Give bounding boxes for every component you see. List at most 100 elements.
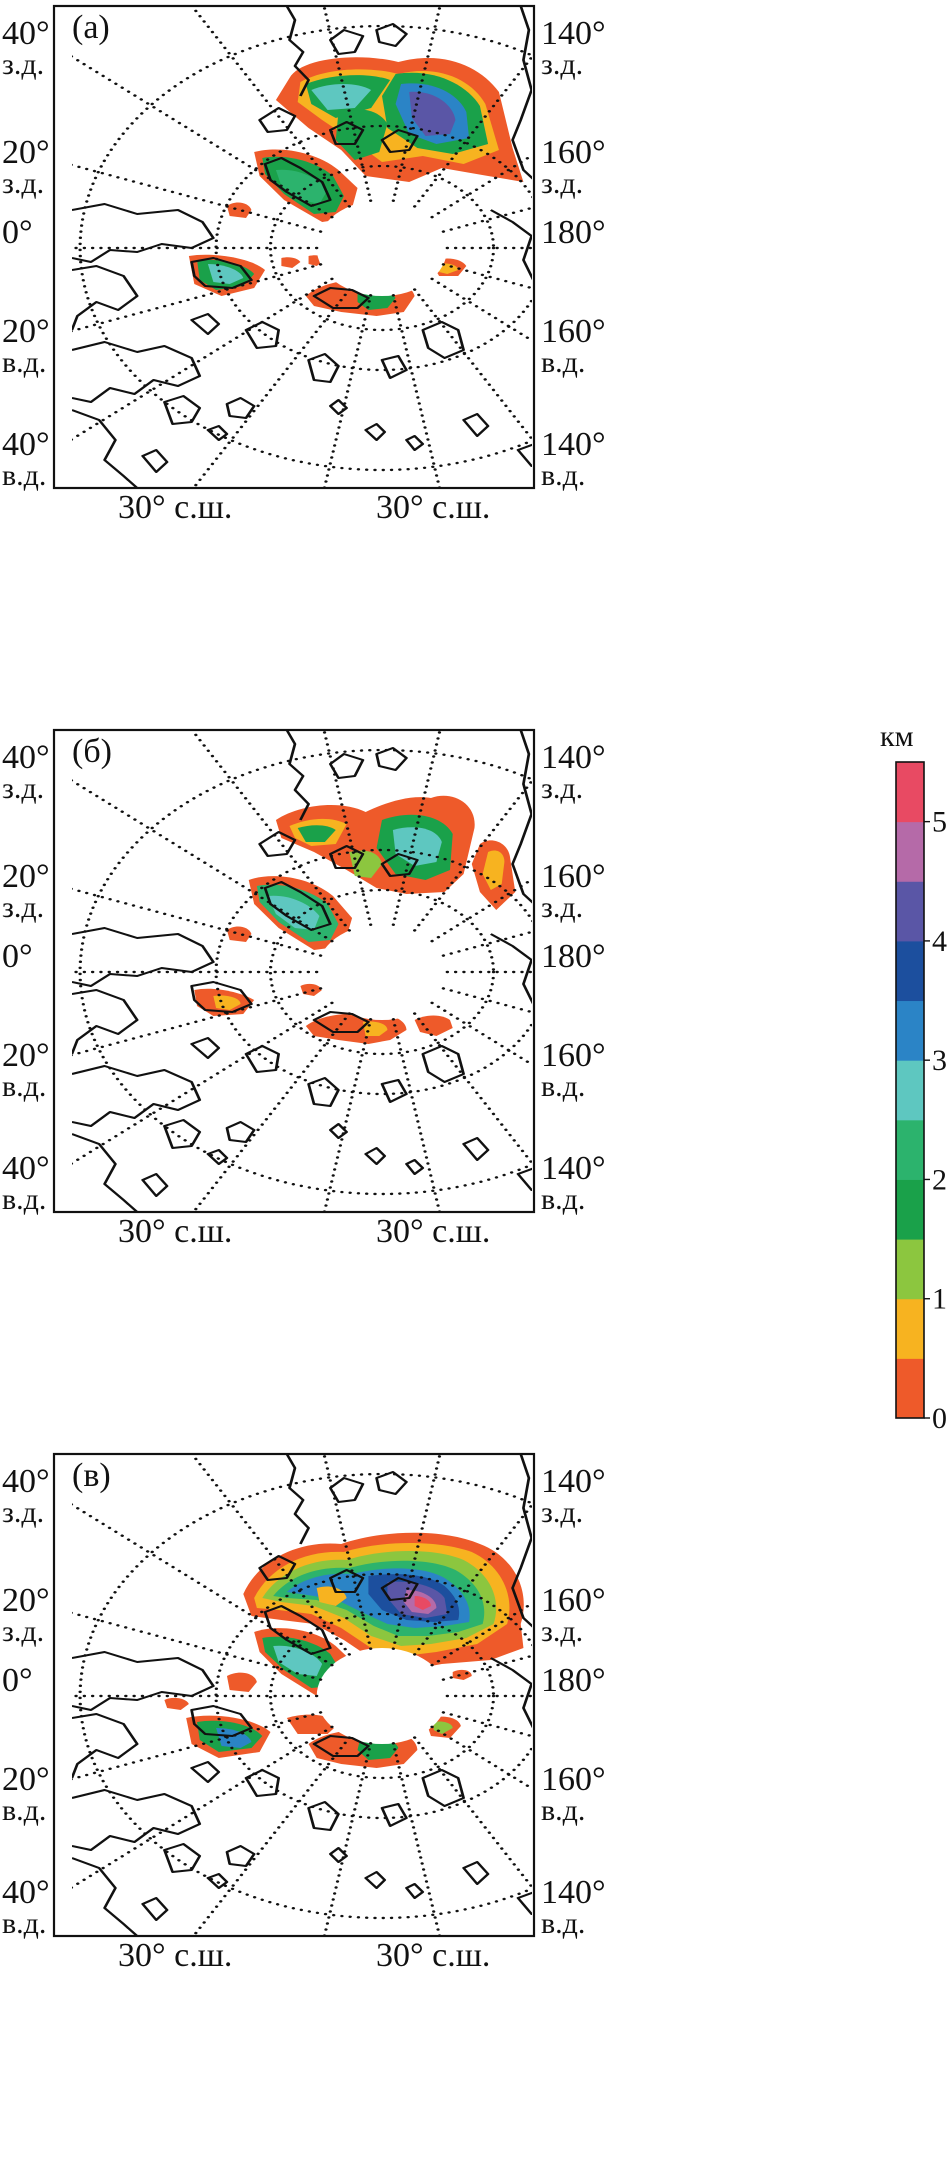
colorbar-tick-label: 1 (932, 1283, 947, 1316)
colorbar-segment (896, 1239, 924, 1300)
colorbar-segment (896, 1298, 924, 1359)
lon-label-right: 180° (541, 1662, 606, 1699)
lat-label-left: 20° (2, 1582, 50, 1619)
lat-dir-left: з.д. (2, 891, 44, 924)
lon-label-right: 140° (541, 1463, 606, 1500)
lat-label-left: 40° (2, 1150, 50, 1187)
lon-dir-right: з.д. (541, 48, 583, 81)
lat-label-bottom: 30° с.ш. (376, 1213, 490, 1250)
lat-label-left: 40° (2, 15, 50, 52)
lon-dir-right: в.д. (541, 1070, 585, 1103)
colorbar-segment (896, 940, 924, 1002)
lat-dir-left: в.д. (2, 1794, 46, 1827)
lat-dir-left: з.д. (2, 772, 44, 805)
colorbar-segment (896, 881, 924, 942)
colorbar-segment (896, 1000, 924, 1061)
graticule (72, 730, 532, 1212)
colorbar-border (895, 761, 925, 1419)
lon-label-right: 160° (541, 1582, 606, 1619)
lat-label-left: 20° (2, 313, 50, 350)
lon-dir-right: в.д. (541, 1907, 585, 1940)
pole-gap (316, 924, 448, 1020)
lat-dir-left: в.д. (2, 1907, 46, 1940)
lon-dir-right: в.д. (541, 1794, 585, 1827)
lat-label-left: 40° (2, 1463, 50, 1500)
lon-label-right: 160° (541, 1037, 606, 1074)
lat-label-left: 0° (2, 938, 33, 975)
lon-label-right: 140° (541, 426, 606, 463)
lat-dir-left: в.д. (2, 346, 46, 379)
colorbar-tick-label: 4 (932, 925, 947, 958)
graticule (72, 1454, 532, 1936)
lat-label-left: 40° (2, 426, 50, 463)
colorbar-segment (896, 1060, 924, 1121)
lon-dir-right: в.д. (541, 459, 585, 492)
colorbar-tick-label: 3 (932, 1044, 947, 1077)
panel-label: (в) (72, 1457, 111, 1494)
lon-dir-right: з.д. (541, 167, 583, 200)
map-svg: (в)40°з.д.20°з.д.0°20°в.д.40°в.д.140°з.д… (2, 1452, 606, 1974)
lon-label-right: 140° (541, 1874, 606, 1911)
lon-dir-right: з.д. (541, 1615, 583, 1648)
lat-label-bottom: 30° с.ш. (118, 489, 232, 526)
lat-dir-left: з.д. (2, 1496, 44, 1529)
coastlines (72, 730, 532, 1212)
lon-label-right: 180° (541, 214, 606, 251)
lon-dir-right: в.д. (541, 346, 585, 379)
lat-label-bottom: 30° с.ш. (118, 1213, 232, 1250)
graticule (72, 6, 532, 488)
map-svg: (б)40°з.д.20°з.д.0°20°в.д.40°в.д.140°з.д… (2, 728, 606, 1250)
coastlines (72, 1454, 532, 1936)
snow-depth-field (194, 795, 516, 1044)
lat-label-left: 0° (2, 1662, 33, 1699)
panel-label: (б) (72, 733, 112, 770)
map-panel-b: (б) 40° з.д. 20° з.д. 0° 20° в.д. 40° в.д. 140° з.д… (0, 724, 951, 1453)
pole-gap (316, 1648, 448, 1744)
panel-label: (а) (72, 9, 110, 46)
colorbar (895, 761, 925, 1419)
colorbar-legend: км 0 1 2 3 4 5 (880, 720, 950, 1449)
lon-label-right: 160° (541, 1761, 606, 1798)
map-panel-c: (в) 40° з.д. 20° з.д. 0° 20° в.д. 40° в.д. 140° з.д… (0, 1448, 951, 2177)
lat-label-bottom: 30° с.ш. (376, 489, 490, 526)
lon-label-right: 180° (541, 938, 606, 975)
map-panel-a: (а) 40° з.д. 20° з.д. 0° 20° в.д. 40° в.д. 140° з.д… (0, 0, 951, 729)
map-frame (52, 728, 536, 1214)
colorbar-segment (896, 1119, 924, 1180)
colorbar-tick-label: 5 (932, 806, 947, 839)
lat-label-left: 20° (2, 134, 50, 171)
colorbar-segment (896, 1179, 924, 1240)
map-frame (52, 4, 536, 490)
lon-label-right: 140° (541, 739, 606, 776)
lat-dir-left: з.д. (2, 48, 44, 81)
lat-label-left: 0° (2, 214, 33, 251)
lat-dir-left: в.д. (2, 1183, 46, 1216)
colorbar-unit: км (880, 724, 914, 753)
lat-dir-left: з.д. (2, 167, 44, 200)
colorbar-tick-label: 0 (932, 1402, 947, 1435)
lat-label-bottom: 30° с.ш. (376, 1937, 490, 1974)
lat-label-left: 20° (2, 1761, 50, 1798)
colorbar-ticks: 0 1 2 3 4 5 (924, 806, 947, 1435)
coastlines (72, 6, 532, 488)
lon-dir-right: з.д. (541, 772, 583, 805)
lon-label-right: 160° (541, 313, 606, 350)
lat-dir-left: в.д. (2, 459, 46, 492)
lat-label-left: 20° (2, 1037, 50, 1074)
lon-label-right: 140° (541, 1150, 606, 1187)
lon-label-right: 160° (541, 858, 606, 895)
lon-dir-right: в.д. (541, 1183, 585, 1216)
lon-label-right: 160° (541, 134, 606, 171)
map-svg: (а)40°з.д.20°з.д.0°20°в.д.40°в.д.140°з.д… (2, 4, 606, 526)
lat-dir-left: з.д. (2, 1615, 44, 1648)
lon-label-right: 140° (541, 15, 606, 52)
colorbar-segment (896, 1358, 924, 1419)
lat-label-bottom: 30° с.ш. (118, 1937, 232, 1974)
colorbar-tick-label: 2 (932, 1163, 947, 1196)
lon-dir-right: з.д. (541, 1496, 583, 1529)
map-frame (52, 1452, 536, 1938)
lat-label-left: 20° (2, 858, 50, 895)
pole-gap (316, 200, 448, 296)
lat-dir-left: в.д. (2, 1070, 46, 1103)
lon-dir-right: з.д. (541, 891, 583, 924)
